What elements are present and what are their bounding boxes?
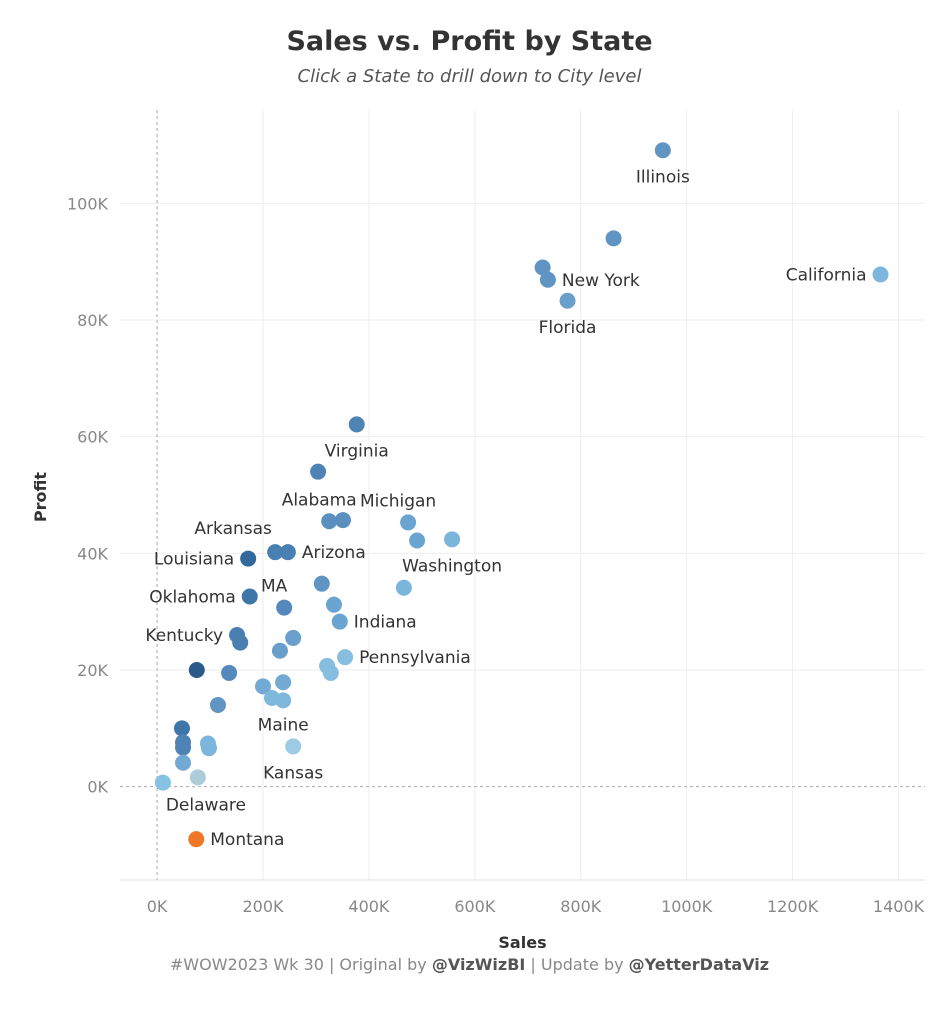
data-point[interactable]	[322, 664, 339, 681]
footer-handle-1[interactable]: @VizWizBI	[431, 955, 526, 974]
data-point[interactable]	[534, 259, 551, 276]
data-point[interactable]	[271, 642, 288, 659]
x-tick-label: 1400K	[873, 897, 925, 916]
data-point[interactable]	[267, 544, 284, 561]
data-point[interactable]	[188, 831, 205, 848]
x-tick-label: 400K	[348, 897, 390, 916]
data-point[interactable]	[285, 738, 302, 755]
data-point[interactable]	[321, 513, 338, 530]
footer-handle-2[interactable]: @YetterDataViz	[628, 955, 770, 974]
point-label: Alabama	[282, 490, 357, 510]
data-point[interactable]	[232, 634, 249, 651]
x-tick-label: 200K	[242, 897, 284, 916]
point-label: Oklahoma	[149, 588, 236, 608]
x-tick-label: 800K	[560, 897, 602, 916]
data-point[interactable]	[400, 514, 417, 531]
data-point[interactable]	[175, 739, 192, 756]
data-point[interactable]	[173, 720, 190, 737]
point-label: Illinois	[636, 167, 690, 187]
data-point[interactable]	[539, 271, 556, 288]
y-tick-label: 80K	[77, 311, 108, 330]
data-point[interactable]	[240, 550, 257, 567]
point-label: Indiana	[354, 613, 417, 633]
point-label: Florida	[539, 318, 597, 338]
y-tick-label: 40K	[77, 544, 108, 563]
data-point[interactable]	[331, 613, 348, 630]
point-label: Pennsylvania	[359, 648, 471, 668]
point-label: Delaware	[166, 796, 246, 816]
point-label: Michigan	[360, 491, 436, 511]
point-label: Maine	[258, 715, 309, 735]
data-point[interactable]	[285, 629, 302, 646]
chart-subtitle: Click a State to drill down to City leve…	[297, 66, 642, 87]
data-point[interactable]	[409, 532, 426, 549]
data-point[interactable]	[154, 774, 171, 791]
data-point[interactable]	[654, 142, 671, 159]
data-point[interactable]	[395, 579, 412, 596]
point-label: New York	[562, 271, 640, 291]
point-label: California	[786, 266, 867, 286]
chart-title: Sales vs. Profit by State	[286, 26, 653, 57]
y-tick-label: 20K	[77, 661, 108, 680]
data-point[interactable]	[337, 649, 354, 666]
data-point[interactable]	[275, 674, 292, 691]
data-point[interactable]	[279, 544, 296, 561]
data-point[interactable]	[276, 599, 293, 616]
point-label: Kansas	[263, 763, 323, 783]
data-point[interactable]	[254, 678, 271, 695]
x-tick-label: 1200K	[767, 897, 819, 916]
point-label: Washington	[402, 556, 502, 576]
footer-text-2: | Update by	[525, 955, 629, 974]
data-point[interactable]	[310, 463, 327, 480]
y-axis-label: Profit	[31, 472, 50, 522]
point-label: Kentucky	[145, 626, 223, 646]
data-point[interactable]	[444, 531, 461, 548]
footer-text-1: #WOW2023 Wk 30 | Original by	[169, 955, 432, 974]
x-tick-label: 0K	[147, 897, 168, 916]
data-point[interactable]	[241, 588, 258, 605]
x-tick-label: 1000K	[661, 897, 713, 916]
y-tick-label: 60K	[77, 428, 108, 447]
data-point[interactable]	[348, 416, 365, 433]
data-point[interactable]	[313, 575, 330, 592]
data-point[interactable]	[605, 230, 622, 247]
data-point[interactable]	[559, 292, 576, 309]
y-tick-label: 0K	[87, 778, 108, 797]
data-point[interactable]	[209, 697, 226, 713]
footer-credits: #WOW2023 Wk 30 | Original by @VizWizBI |…	[0, 955, 939, 974]
point-label: Louisiana	[154, 550, 234, 570]
data-point[interactable]	[325, 596, 342, 613]
point-label: Arkansas	[194, 519, 272, 539]
point-label: Virginia	[325, 441, 389, 461]
point-label: Arizona	[302, 543, 366, 563]
data-point[interactable]	[872, 266, 889, 283]
data-point[interactable]	[200, 740, 217, 757]
data-point[interactable]	[334, 512, 351, 529]
point-label: MA	[261, 577, 288, 597]
data-point[interactable]	[188, 662, 205, 678]
data-point[interactable]	[221, 664, 238, 681]
data-point[interactable]	[189, 769, 206, 786]
point-label: Montana	[210, 830, 284, 850]
x-tick-label: 600K	[454, 897, 496, 916]
data-point[interactable]	[175, 754, 192, 771]
y-tick-label: 100K	[67, 194, 109, 213]
data-point[interactable]	[275, 692, 292, 709]
x-axis-label: Sales	[498, 933, 546, 952]
